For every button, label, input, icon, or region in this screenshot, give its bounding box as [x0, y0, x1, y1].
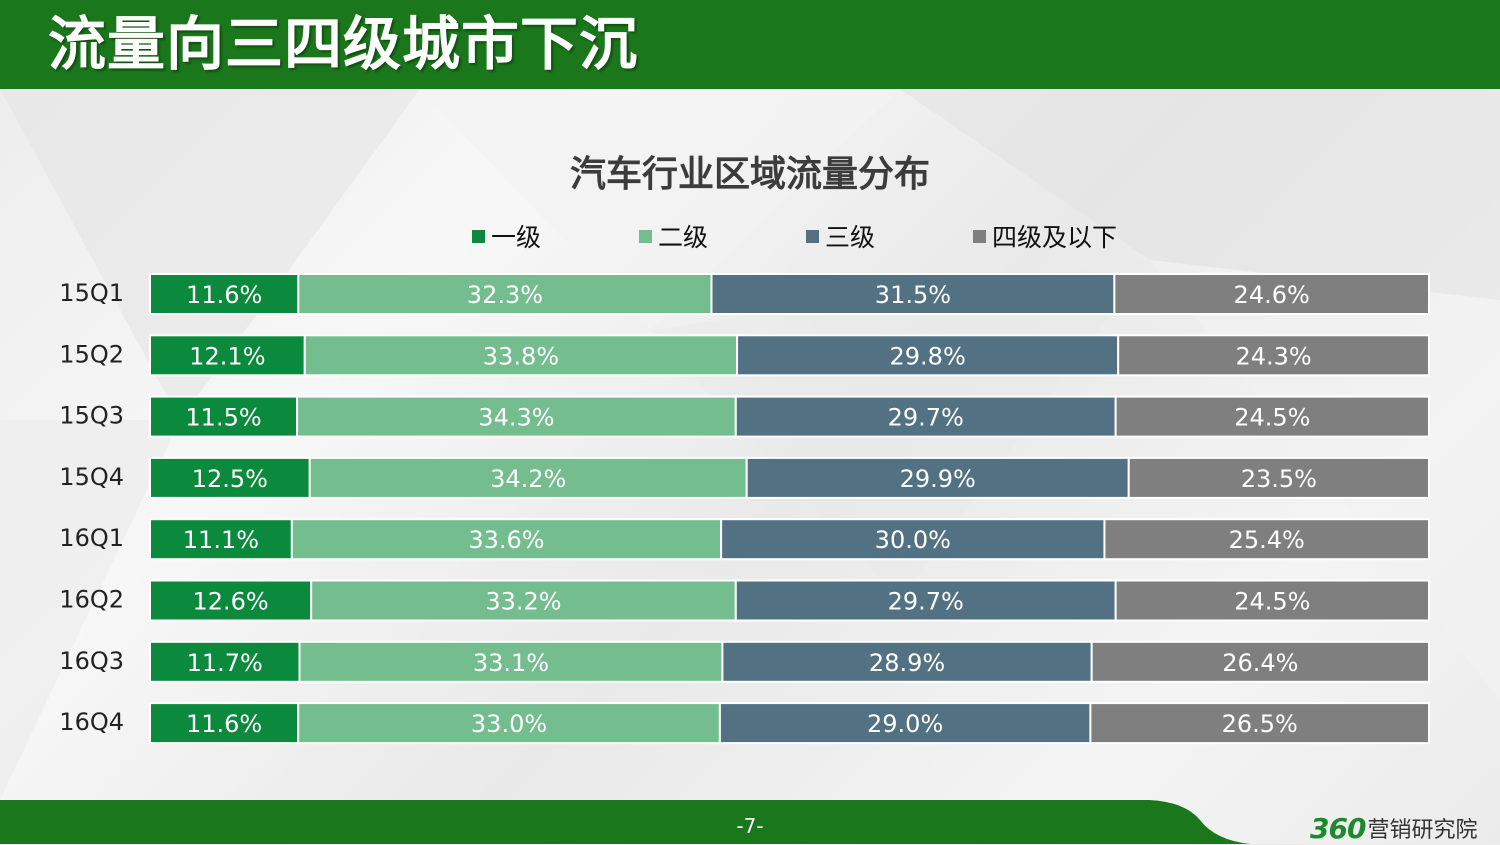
data-label-16Q3-tier1: 11.7%: [187, 649, 263, 677]
bar-16Q4-tier2: [297, 702, 721, 745]
data-label-16Q1-tier3: 30.0%: [875, 526, 951, 554]
brand-text: 营销研究院: [1367, 818, 1478, 843]
data-label-16Q1-tier2: 33.6%: [468, 526, 544, 554]
legend-swatch-tier4: [973, 229, 986, 243]
category-label-16Q1: 16Q1: [59, 524, 124, 552]
bar-16Q2-tier4: [1114, 579, 1431, 622]
data-label-15Q3-tier4: 24.5%: [1234, 404, 1310, 432]
bar-15Q3-tier1: [149, 395, 299, 438]
legend-label-tier2: 二级: [658, 223, 709, 252]
page-number: -7-: [736, 814, 764, 838]
data-label-16Q4-tier4: 26.5%: [1222, 710, 1298, 738]
data-label-16Q2-tier1: 12.6%: [192, 588, 268, 616]
bar-16Q1-tier3: [720, 518, 1106, 561]
data-label-15Q1-tier2: 32.3%: [467, 281, 543, 309]
chart-title: 汽车行业区域流量分布: [569, 154, 930, 195]
legend-item-tier4: 四级及以下: [973, 216, 1117, 256]
bar-15Q2-tier4: [1117, 334, 1430, 377]
data-label-16Q3-tier2: 33.1%: [473, 649, 549, 677]
data-label-16Q3-tier4: 26.4%: [1222, 649, 1298, 677]
bar-16Q3-tier4: [1090, 640, 1430, 683]
bar-15Q3-tier3: [734, 395, 1117, 438]
header-bar: 流量向三四级城市下沉: [0, 0, 1500, 89]
data-label-15Q4-tier4: 23.5%: [1241, 465, 1317, 493]
data-label-15Q4-tier2: 34.2%: [490, 465, 566, 493]
bar-15Q4-tier1: [149, 456, 311, 499]
category-label-15Q2: 15Q2: [59, 340, 124, 368]
data-label-16Q2-tier2: 33.2%: [485, 588, 561, 616]
legend-swatch-tier1: [472, 229, 485, 243]
data-label-16Q4-tier3: 29.0%: [867, 710, 943, 738]
legend-swatch-tier2: [639, 229, 652, 243]
category-label-16Q2: 16Q2: [59, 586, 124, 614]
bar-16Q4-tier1: [149, 702, 300, 745]
bar-16Q1-tier1: [149, 518, 293, 561]
category-label-15Q4: 15Q4: [59, 463, 124, 491]
bar-16Q3-tier3: [721, 640, 1093, 683]
bar-15Q2-tier1: [149, 334, 306, 377]
bar-16Q2-tier3: [734, 579, 1117, 622]
bar-15Q3-tier4: [1114, 395, 1431, 438]
data-label-15Q1-tier4: 24.6%: [1234, 281, 1310, 309]
category-label-15Q1: 15Q1: [59, 279, 124, 307]
data-label-16Q2-tier3: 29.7%: [888, 588, 964, 616]
brand-logo: 360 营销研究院: [1310, 811, 1478, 845]
bar-15Q4-tier3: [745, 456, 1130, 499]
data-label-15Q2-tier2: 33.8%: [483, 342, 559, 370]
legend-label-tier4: 四级及以下: [992, 223, 1118, 252]
data-label-16Q3-tier3: 28.9%: [869, 649, 945, 677]
legend-label-tier3: 三级: [825, 223, 876, 252]
data-label-15Q2-tier3: 29.8%: [890, 342, 966, 370]
data-label-15Q4-tier1: 12.5%: [192, 465, 268, 493]
legend-label-tier1: 一级: [491, 223, 542, 252]
bar-16Q4-tier4: [1089, 702, 1430, 745]
data-label-15Q2-tier4: 24.3%: [1235, 342, 1311, 370]
bar-15Q1-tier2: [297, 273, 713, 315]
data-label-15Q3-tier1: 11.5%: [185, 404, 261, 432]
data-label-16Q4-tier2: 33.0%: [471, 710, 547, 738]
data-label-15Q2-tier1: 12.1%: [189, 342, 265, 370]
data-label-15Q4-tier3: 29.9%: [900, 465, 976, 493]
bar-15Q3-tier2: [296, 395, 737, 438]
data-label-15Q3-tier2: 34.3%: [478, 404, 554, 432]
bar-16Q2-tier1: [149, 579, 313, 622]
brand-number: 360: [1310, 811, 1366, 845]
bar-15Q2-tier2: [303, 334, 739, 377]
legend-item-tier1: 一级: [472, 216, 541, 256]
bar-16Q3-tier2: [298, 640, 724, 683]
category-label-15Q3: 15Q3: [59, 402, 124, 430]
bar-15Q1-tier1: [149, 273, 300, 315]
footer-band: [0, 800, 1250, 844]
data-label-16Q2-tier4: 24.5%: [1234, 588, 1310, 616]
bar-16Q1-tier4: [1103, 518, 1430, 561]
bar-15Q4-tier2: [308, 456, 748, 499]
page-title: 流量向三四级城市下沉: [48, 10, 639, 78]
data-label-15Q1-tier1: 11.6%: [186, 281, 262, 309]
legend-swatch-tier3: [806, 229, 819, 243]
legend-item-tier3: 三级: [806, 216, 875, 256]
bar-15Q4-tier4: [1127, 456, 1430, 499]
data-label-16Q1-tier4: 25.4%: [1229, 526, 1305, 554]
legend-item-tier2: 二级: [639, 216, 708, 256]
footer-bar: [0, 800, 1500, 844]
data-label-16Q4-tier1: 11.6%: [186, 710, 262, 738]
data-label-15Q3-tier3: 29.7%: [888, 404, 964, 432]
category-label-16Q4: 16Q4: [59, 708, 124, 736]
category-label-16Q3: 16Q3: [59, 647, 124, 675]
bar-15Q1-tier4: [1113, 273, 1430, 315]
data-label-16Q1-tier1: 11.1%: [183, 526, 259, 554]
data-label-15Q1-tier3: 31.5%: [875, 281, 951, 309]
chart-legend: 一级 二级 三级 四级及以下: [0, 216, 1500, 256]
